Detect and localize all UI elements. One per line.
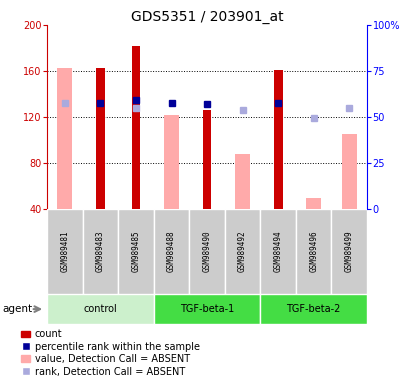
Bar — [57, 68, 72, 209]
Bar — [295, 209, 330, 294]
Legend: count, percentile rank within the sample, value, Detection Call = ABSENT, rank, : count, percentile rank within the sample… — [21, 329, 199, 377]
Bar — [306, 198, 320, 209]
Bar — [153, 209, 189, 294]
Text: GSM989499: GSM989499 — [344, 231, 353, 272]
Text: GSM989481: GSM989481 — [60, 231, 69, 272]
Bar — [260, 294, 366, 324]
Text: GSM989492: GSM989492 — [238, 231, 247, 272]
Text: TGF-beta-2: TGF-beta-2 — [286, 304, 340, 314]
Bar — [83, 209, 118, 294]
Bar — [47, 294, 153, 324]
Bar — [234, 154, 249, 209]
Bar — [202, 110, 211, 209]
Bar — [164, 115, 179, 209]
Text: GSM989488: GSM989488 — [166, 231, 175, 272]
Bar — [330, 209, 366, 294]
Bar — [131, 46, 140, 209]
Bar — [153, 294, 260, 324]
Text: control: control — [83, 304, 117, 314]
Title: GDS5351 / 203901_at: GDS5351 / 203901_at — [130, 10, 283, 24]
Bar — [224, 209, 260, 294]
Text: GSM989490: GSM989490 — [202, 231, 211, 272]
Text: agent: agent — [2, 304, 32, 314]
Text: GSM989494: GSM989494 — [273, 231, 282, 272]
Text: TGF-beta-1: TGF-beta-1 — [180, 304, 234, 314]
Bar — [47, 209, 83, 294]
Bar — [118, 209, 153, 294]
Bar — [273, 70, 282, 209]
Text: GSM989496: GSM989496 — [308, 231, 317, 272]
Text: GSM989483: GSM989483 — [96, 231, 105, 272]
Bar — [96, 68, 105, 209]
Bar — [260, 209, 295, 294]
Bar — [341, 134, 356, 209]
Text: GSM989485: GSM989485 — [131, 231, 140, 272]
Bar — [189, 209, 224, 294]
